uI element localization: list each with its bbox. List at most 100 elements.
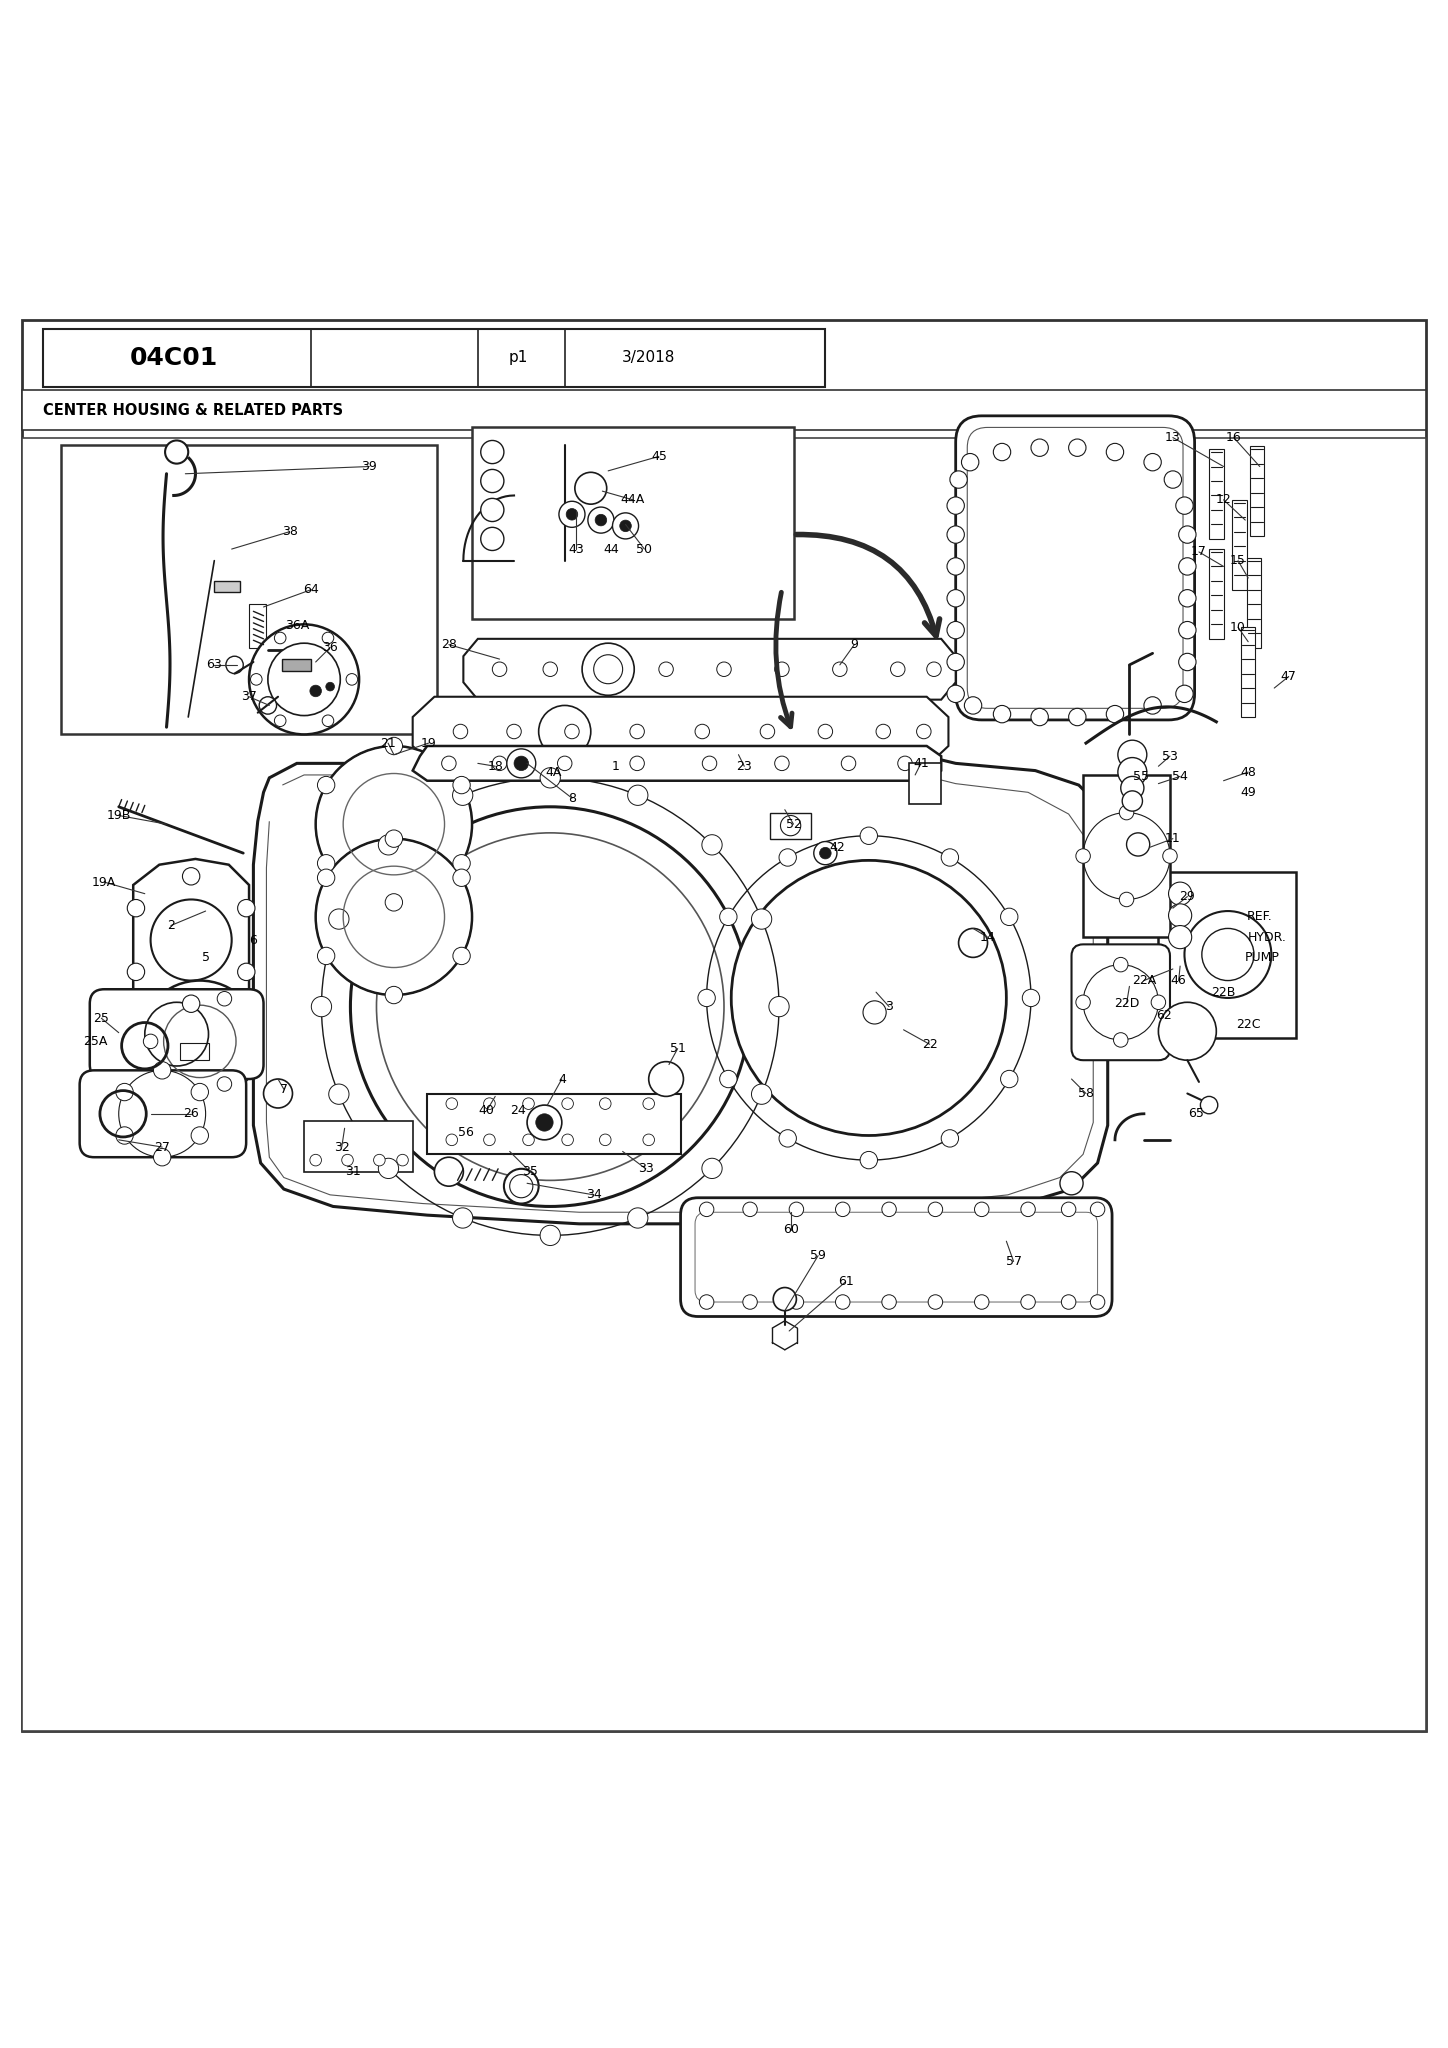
Circle shape [699,1202,714,1217]
Circle shape [1076,995,1090,1010]
Text: 36: 36 [323,641,337,653]
Circle shape [649,1061,683,1096]
Circle shape [1114,1032,1128,1047]
Circle shape [237,899,255,918]
Text: 46: 46 [1171,975,1186,987]
Circle shape [789,1202,804,1217]
Circle shape [1179,526,1196,543]
Text: 3/2018: 3/2018 [623,350,675,365]
Text: 52: 52 [786,817,801,831]
Text: 16: 16 [1226,430,1241,444]
Circle shape [539,705,591,758]
Polygon shape [413,745,941,780]
Circle shape [492,756,507,770]
Text: 4A: 4A [544,766,562,778]
Text: 13: 13 [1166,430,1180,444]
Text: 61: 61 [838,1276,853,1288]
Circle shape [504,1169,539,1204]
Circle shape [698,989,715,1008]
Circle shape [385,829,403,848]
Circle shape [928,1202,943,1217]
Text: 57: 57 [1005,1255,1022,1268]
Circle shape [773,1288,796,1311]
Bar [180,1042,209,1061]
Circle shape [481,440,504,463]
Circle shape [317,868,334,887]
Circle shape [350,807,750,1206]
Circle shape [695,725,710,739]
Text: 33: 33 [639,1163,653,1176]
Circle shape [769,997,789,1016]
FancyBboxPatch shape [80,1071,246,1157]
Circle shape [1119,893,1134,907]
Circle shape [1200,1096,1218,1114]
Circle shape [975,1202,989,1217]
Circle shape [789,1294,804,1309]
Circle shape [613,512,639,539]
Circle shape [507,750,536,778]
Circle shape [1021,1294,1035,1309]
Circle shape [116,1083,133,1100]
Circle shape [523,1135,534,1145]
Text: 59: 59 [811,1249,825,1262]
Circle shape [1118,758,1147,786]
Text: 58: 58 [1077,1087,1095,1100]
Circle shape [507,725,521,739]
Circle shape [346,674,358,686]
Circle shape [941,1130,959,1147]
Circle shape [731,860,1006,1135]
Bar [282,659,311,670]
Circle shape [323,633,333,643]
Text: 5: 5 [201,950,210,965]
Polygon shape [413,696,948,766]
Text: 9: 9 [850,639,859,651]
Circle shape [882,1294,896,1309]
Circle shape [562,1098,573,1110]
Circle shape [317,854,334,872]
Text: 60: 60 [783,1223,798,1237]
Circle shape [453,854,471,872]
Circle shape [264,1079,292,1108]
Circle shape [165,440,188,463]
Circle shape [316,840,472,995]
Text: REF.: REF. [1247,911,1273,924]
Bar [249,604,266,647]
Text: 56: 56 [459,1126,473,1139]
FancyBboxPatch shape [90,989,264,1079]
Circle shape [453,776,471,795]
Circle shape [947,557,964,575]
Circle shape [760,725,775,739]
Circle shape [226,655,243,674]
Bar [427,1094,681,1155]
Circle shape [1022,989,1040,1008]
Circle shape [752,1083,772,1104]
Text: 65: 65 [1189,1108,1203,1120]
Text: 22D: 22D [1114,997,1140,1010]
Circle shape [1176,498,1193,514]
Circle shape [835,1294,850,1309]
Circle shape [481,498,504,522]
Text: 4: 4 [557,1073,566,1085]
Text: 21: 21 [381,737,395,750]
Circle shape [582,643,634,696]
Circle shape [191,1083,209,1100]
Text: 19: 19 [421,737,436,750]
Circle shape [317,948,334,965]
Bar [1247,557,1261,647]
Text: 34: 34 [586,1188,601,1202]
Text: 2: 2 [167,920,175,932]
Text: 49: 49 [1241,786,1255,799]
Circle shape [191,1126,209,1145]
Text: 48: 48 [1241,766,1255,778]
Text: 40: 40 [479,1104,494,1118]
Circle shape [947,621,964,639]
Circle shape [575,473,607,504]
Text: 32: 32 [334,1141,349,1153]
Circle shape [329,1083,349,1104]
Circle shape [484,1135,495,1145]
Circle shape [453,1208,473,1229]
Bar [1083,774,1170,938]
Circle shape [599,1135,611,1145]
Text: 7: 7 [279,1083,288,1096]
Circle shape [1090,1202,1105,1217]
